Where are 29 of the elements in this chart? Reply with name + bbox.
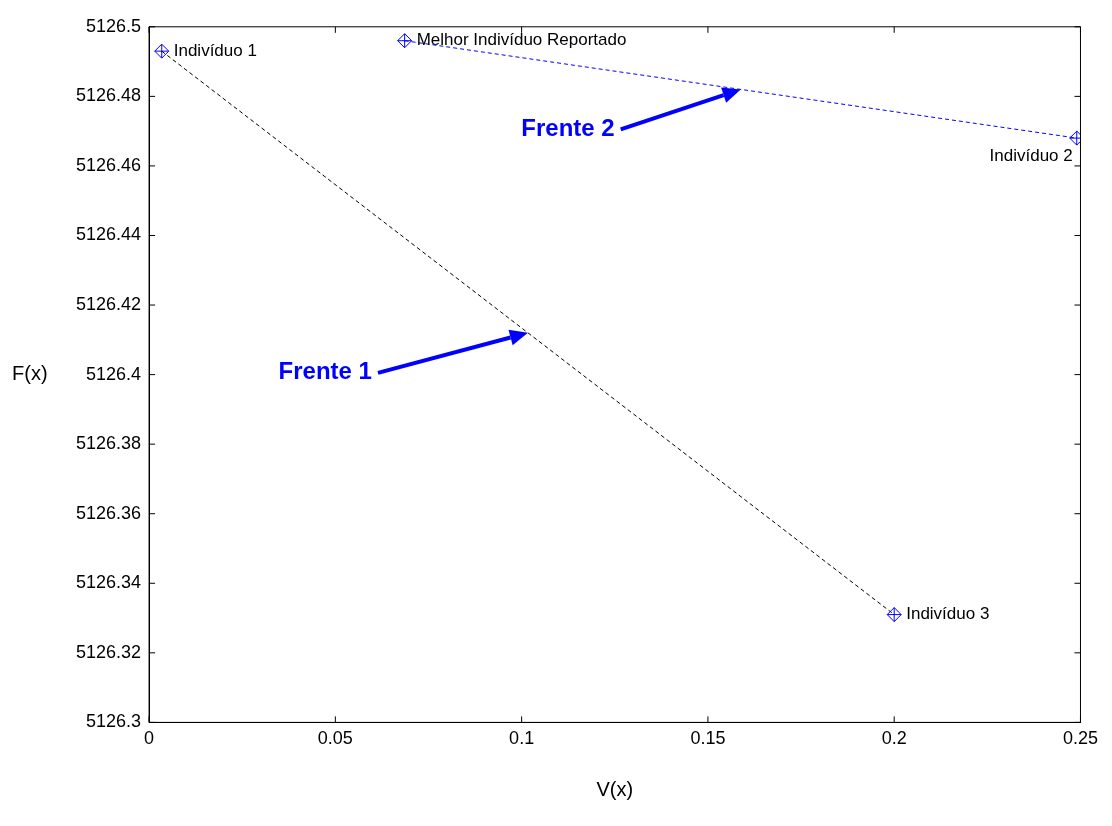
annotation: Frente 2 <box>521 114 615 142</box>
x-tick-label: 0.1 <box>509 728 535 749</box>
y-tick-label: 5126.3 <box>86 711 142 732</box>
y-tick-label: 5126.38 <box>75 433 142 454</box>
annotation: Indivíduo 2 <box>989 145 1073 165</box>
y-tick-label: 5126.34 <box>75 572 142 593</box>
point <box>1069 130 1081 146</box>
point <box>886 607 902 623</box>
y-axis-title: F(x) <box>12 362 48 385</box>
y-tick-label: 5126.36 <box>75 502 142 523</box>
y-tick-label: 5126.4 <box>86 363 142 384</box>
x-tick-label: 0 <box>144 728 155 749</box>
annotation: Melhor Indivíduo Reportado <box>416 30 627 50</box>
x-tick-label: 0.25 <box>1062 728 1099 749</box>
annotation: Indivíduo 1 <box>173 40 257 60</box>
y-tick-label: 5126.5 <box>86 15 142 36</box>
annotation: Indivíduo 3 <box>906 604 990 624</box>
y-tick-label: 5126.48 <box>75 85 142 106</box>
point <box>154 43 170 59</box>
y-tick-label: 5126.32 <box>75 641 142 662</box>
y-tick-label: 5126.42 <box>75 294 142 315</box>
y-tick-label: 5126.46 <box>75 154 142 175</box>
y-tick-label: 5126.44 <box>75 224 142 245</box>
x-tick-label: 0.2 <box>881 728 907 749</box>
point <box>397 33 413 49</box>
x-axis-title: V(x) <box>596 777 634 800</box>
x-tick-label: 0.05 <box>317 728 353 749</box>
x-tick-label: 0.15 <box>690 728 726 749</box>
annotation: Frente 1 <box>278 357 372 385</box>
